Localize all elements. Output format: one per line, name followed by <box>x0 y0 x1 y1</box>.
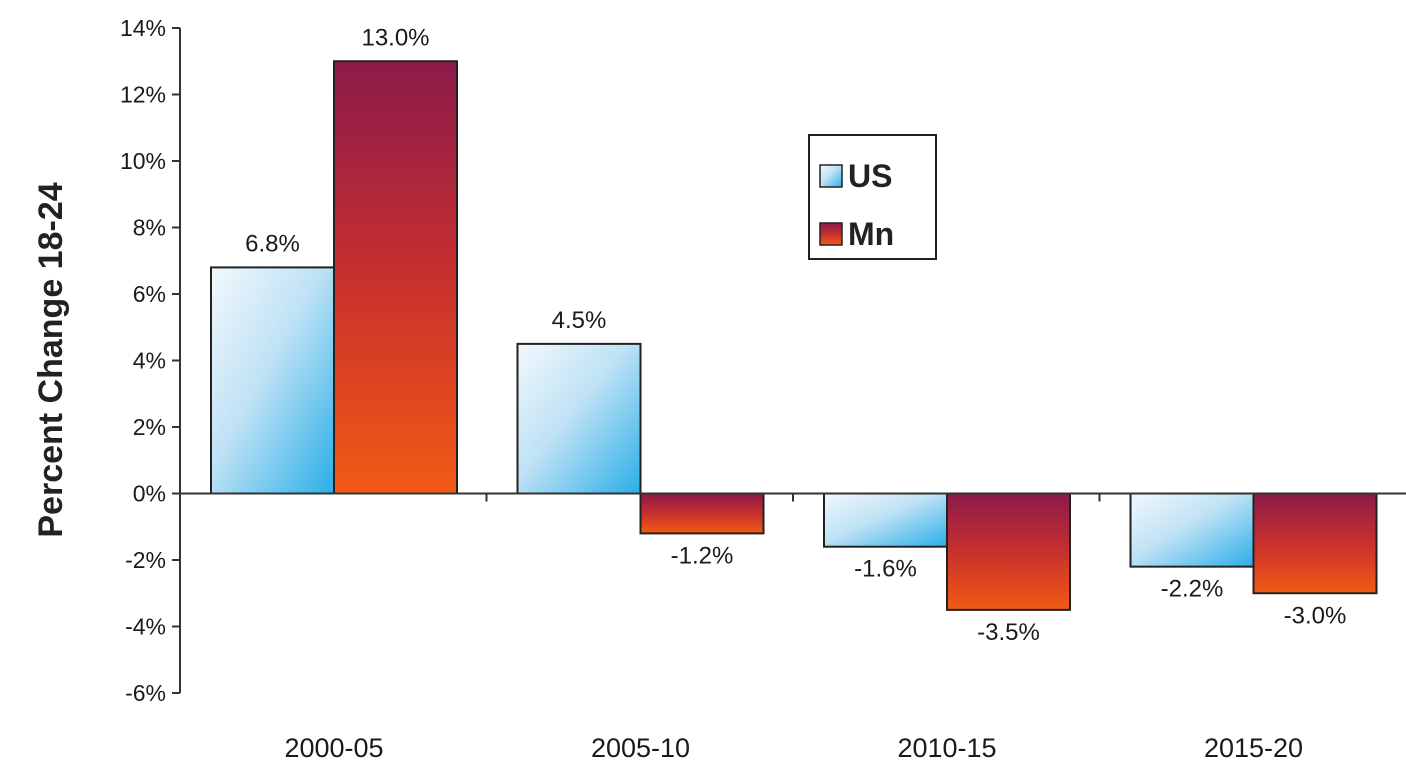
legend-swatch-us <box>819 164 843 188</box>
category-labels: 2000-05 2005-10 2010-15 2015-20 <box>284 733 1303 763</box>
y-axis: 14% 12% 10% 8% 6% 4% 2% 0% -2% -4% -6% <box>120 15 181 706</box>
legend-label-us: US <box>848 158 892 194</box>
data-label-us-2010-15: -1.6% <box>854 556 917 583</box>
y-tick-label: 12% <box>120 82 166 108</box>
y-tick-label: -4% <box>125 614 166 640</box>
data-label-us-2015-20: -2.2% <box>1161 576 1224 603</box>
x-category-label: 2015-20 <box>1204 733 1303 763</box>
x-category-label: 2000-05 <box>284 733 383 763</box>
legend-label-mn: Mn <box>848 216 894 252</box>
bar-mn-2000-05 <box>333 60 458 495</box>
y-tick-label: 10% <box>120 148 166 174</box>
bar-mn-2010-15 <box>946 492 1071 611</box>
legend-swatch-mn <box>819 222 843 246</box>
data-label-mn-2010-15: -3.5% <box>977 619 1040 646</box>
bar-us-2005-10 <box>516 342 642 495</box>
data-label-mn-2015-20: -3.0% <box>1284 602 1347 629</box>
data-label-us-2000-05: 6.8% <box>245 230 300 257</box>
bar-us-2015-20 <box>1129 492 1255 568</box>
y-tick-label: 6% <box>133 281 166 307</box>
y-tick-label: 8% <box>133 215 166 241</box>
bar-us-2010-15 <box>823 492 948 548</box>
bar-us-2000-05 <box>210 266 335 495</box>
y-tick-label: 2% <box>133 414 166 440</box>
data-label-us-2005-10: 4.5% <box>552 307 607 334</box>
data-label-mn-2000-05: 13.0% <box>361 24 429 51</box>
legend: US Mn <box>808 134 937 260</box>
data-labels: 6.8% 13.0% 4.5% -1.2% -1.6% -3.5% -2.2% -3.0% <box>245 24 1346 646</box>
x-category-label: 2010-15 <box>897 733 996 763</box>
y-tick-label: -2% <box>125 547 166 573</box>
y-tick-label: 14% <box>120 15 166 41</box>
data-label-mn-2005-10: -1.2% <box>671 542 734 569</box>
y-tick-label: 4% <box>133 348 166 374</box>
x-axis <box>180 492 1406 502</box>
bar-mn-2005-10 <box>639 492 765 535</box>
bar-mn-2015-20 <box>1252 492 1378 595</box>
x-category-label: 2005-10 <box>591 733 690 763</box>
y-tick-label: -6% <box>125 680 166 706</box>
bars <box>210 60 1378 611</box>
y-axis-title: Percent Change 18-24 <box>32 182 70 537</box>
y-tick-label: 0% <box>133 481 166 507</box>
